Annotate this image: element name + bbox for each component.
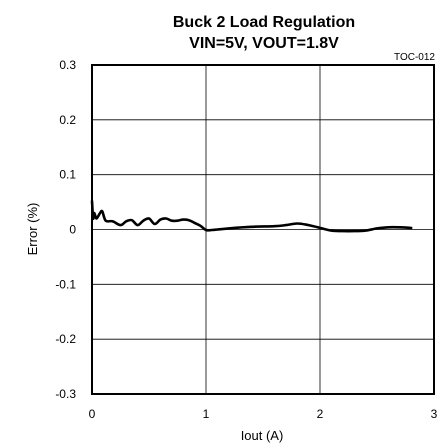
x-axis-label: Iout (A) <box>241 428 284 443</box>
x-tick-label: 2 <box>317 407 324 421</box>
y-tick-label: -0.1 <box>55 277 76 291</box>
x-tick-labels: 0 1 2 3 <box>89 407 438 421</box>
plot-frame <box>91 64 435 395</box>
y-tick-label: 0.2 <box>59 113 76 127</box>
x-tick-label: 0 <box>89 407 96 421</box>
series-layer <box>90 199 413 233</box>
y-tick-label: -0.2 <box>55 332 76 346</box>
y-axis-label: Error (%) <box>25 203 40 256</box>
y-tick-label: 0.1 <box>59 168 76 182</box>
x-tick-label: 1 <box>203 407 210 421</box>
grid <box>92 65 434 394</box>
y-tick-label: -0.3 <box>55 387 76 401</box>
chart-title-line2: VIN=5V, VOUT=1.8V <box>189 35 339 52</box>
chart-code: TOC-012 <box>394 52 435 63</box>
series-line <box>90 199 413 233</box>
y-tick-label: 0.3 <box>59 58 76 72</box>
x-tick-label: 3 <box>431 407 438 421</box>
y-tick-label: 0 <box>69 223 76 237</box>
chart-title-line1: Buck 2 Load Regulation <box>173 14 355 31</box>
y-tick-labels: 0.3 0.2 0.1 0 -0.1 -0.2 -0.3 <box>55 58 76 401</box>
